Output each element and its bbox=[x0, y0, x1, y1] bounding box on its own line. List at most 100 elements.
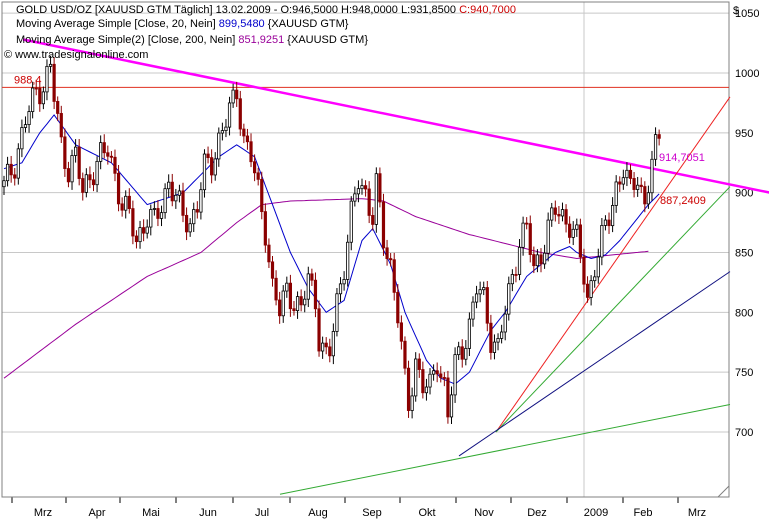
candle bbox=[607, 212, 611, 234]
candle bbox=[263, 203, 267, 253]
candle bbox=[274, 270, 278, 306]
ytick-label: 850 bbox=[735, 248, 753, 260]
candle bbox=[324, 337, 328, 355]
candle bbox=[145, 219, 149, 239]
candle bbox=[632, 172, 636, 198]
candle bbox=[510, 269, 514, 292]
candle bbox=[417, 353, 421, 378]
candle bbox=[48, 55, 53, 73]
candle bbox=[353, 186, 357, 207]
candle bbox=[557, 206, 561, 225]
candle bbox=[381, 193, 386, 256]
candle bbox=[338, 277, 343, 302]
candle bbox=[399, 315, 403, 350]
candle bbox=[321, 336, 325, 359]
candle bbox=[127, 188, 131, 214]
candle bbox=[636, 176, 640, 197]
month-label: Dez bbox=[527, 507, 547, 519]
candle bbox=[603, 215, 608, 231]
candle bbox=[539, 248, 543, 273]
candle bbox=[56, 96, 60, 122]
candle bbox=[317, 300, 321, 357]
candle bbox=[396, 283, 400, 328]
resize-corner-icon[interactable] bbox=[716, 484, 730, 498]
candle bbox=[2, 175, 6, 196]
candle bbox=[142, 219, 146, 242]
candle bbox=[611, 197, 615, 233]
candle bbox=[406, 360, 411, 418]
candle bbox=[278, 291, 282, 324]
month-label: Mrz bbox=[688, 507, 706, 519]
candle bbox=[460, 339, 464, 368]
candle bbox=[643, 181, 647, 213]
candle bbox=[77, 139, 81, 186]
candle bbox=[371, 207, 375, 231]
indicator-lines bbox=[2, 38, 769, 495]
candle bbox=[88, 166, 92, 189]
candles bbox=[2, 55, 661, 425]
ytick-label: 800 bbox=[735, 307, 753, 319]
header-line1: GOLD USD/OZ [XAUUSD GTM Täglich] 13.02.2… bbox=[16, 4, 516, 16]
header-line2: Moving Average Simple [Close, 20, Nein] … bbox=[16, 18, 349, 30]
candle bbox=[245, 128, 250, 150]
copyright-text: © www.tradesignalonline.com bbox=[4, 49, 148, 61]
candle bbox=[467, 312, 472, 357]
candle bbox=[285, 276, 289, 298]
candle bbox=[66, 161, 71, 188]
month-label: Jul bbox=[255, 507, 269, 519]
candle bbox=[45, 59, 49, 101]
candle bbox=[13, 167, 17, 186]
candle bbox=[138, 220, 142, 249]
candle bbox=[582, 248, 586, 293]
candle bbox=[181, 182, 185, 223]
candle bbox=[593, 269, 597, 288]
navy-trend-line bbox=[458, 271, 731, 457]
candle bbox=[81, 172, 85, 201]
candle bbox=[331, 323, 335, 365]
candle bbox=[410, 387, 414, 419]
legend-header: GOLD USD/OZ [XAUUSD GTM Täglich] 13.02.2… bbox=[4, 4, 739, 61]
candle bbox=[59, 105, 63, 144]
candle bbox=[553, 200, 557, 222]
candle bbox=[99, 135, 103, 170]
month-label: Jun bbox=[199, 507, 217, 519]
month-label: Okt bbox=[418, 507, 435, 519]
candle bbox=[224, 118, 228, 138]
candle bbox=[74, 139, 78, 163]
candle bbox=[449, 386, 454, 425]
candle bbox=[210, 149, 214, 184]
candle bbox=[202, 149, 207, 198]
ytick-label: 750 bbox=[735, 367, 753, 379]
candle bbox=[102, 134, 106, 159]
ytick-label: 950 bbox=[735, 128, 753, 140]
candle bbox=[5, 156, 10, 187]
candle bbox=[367, 181, 371, 224]
candle bbox=[550, 202, 554, 227]
candle bbox=[657, 129, 661, 146]
candle bbox=[23, 116, 28, 133]
resistance-line bbox=[22, 38, 769, 194]
candle bbox=[625, 162, 629, 187]
candle bbox=[500, 324, 504, 344]
candle bbox=[170, 173, 174, 207]
candle bbox=[227, 96, 232, 136]
currency-label: $ bbox=[733, 5, 739, 17]
candle bbox=[38, 80, 42, 112]
candle bbox=[560, 202, 565, 222]
candle bbox=[167, 174, 171, 198]
candle bbox=[328, 338, 332, 363]
candle bbox=[421, 361, 425, 399]
candle bbox=[9, 155, 13, 183]
candle bbox=[653, 127, 658, 167]
candle bbox=[349, 196, 353, 251]
ytick-label: 700 bbox=[735, 427, 753, 439]
candle bbox=[260, 171, 264, 220]
candle bbox=[535, 249, 540, 273]
ytick-label: 1000 bbox=[735, 68, 759, 80]
candle bbox=[639, 177, 643, 194]
candle bbox=[310, 268, 314, 286]
candle bbox=[585, 276, 590, 303]
candle bbox=[492, 334, 497, 360]
ma20-line bbox=[3, 114, 660, 385]
